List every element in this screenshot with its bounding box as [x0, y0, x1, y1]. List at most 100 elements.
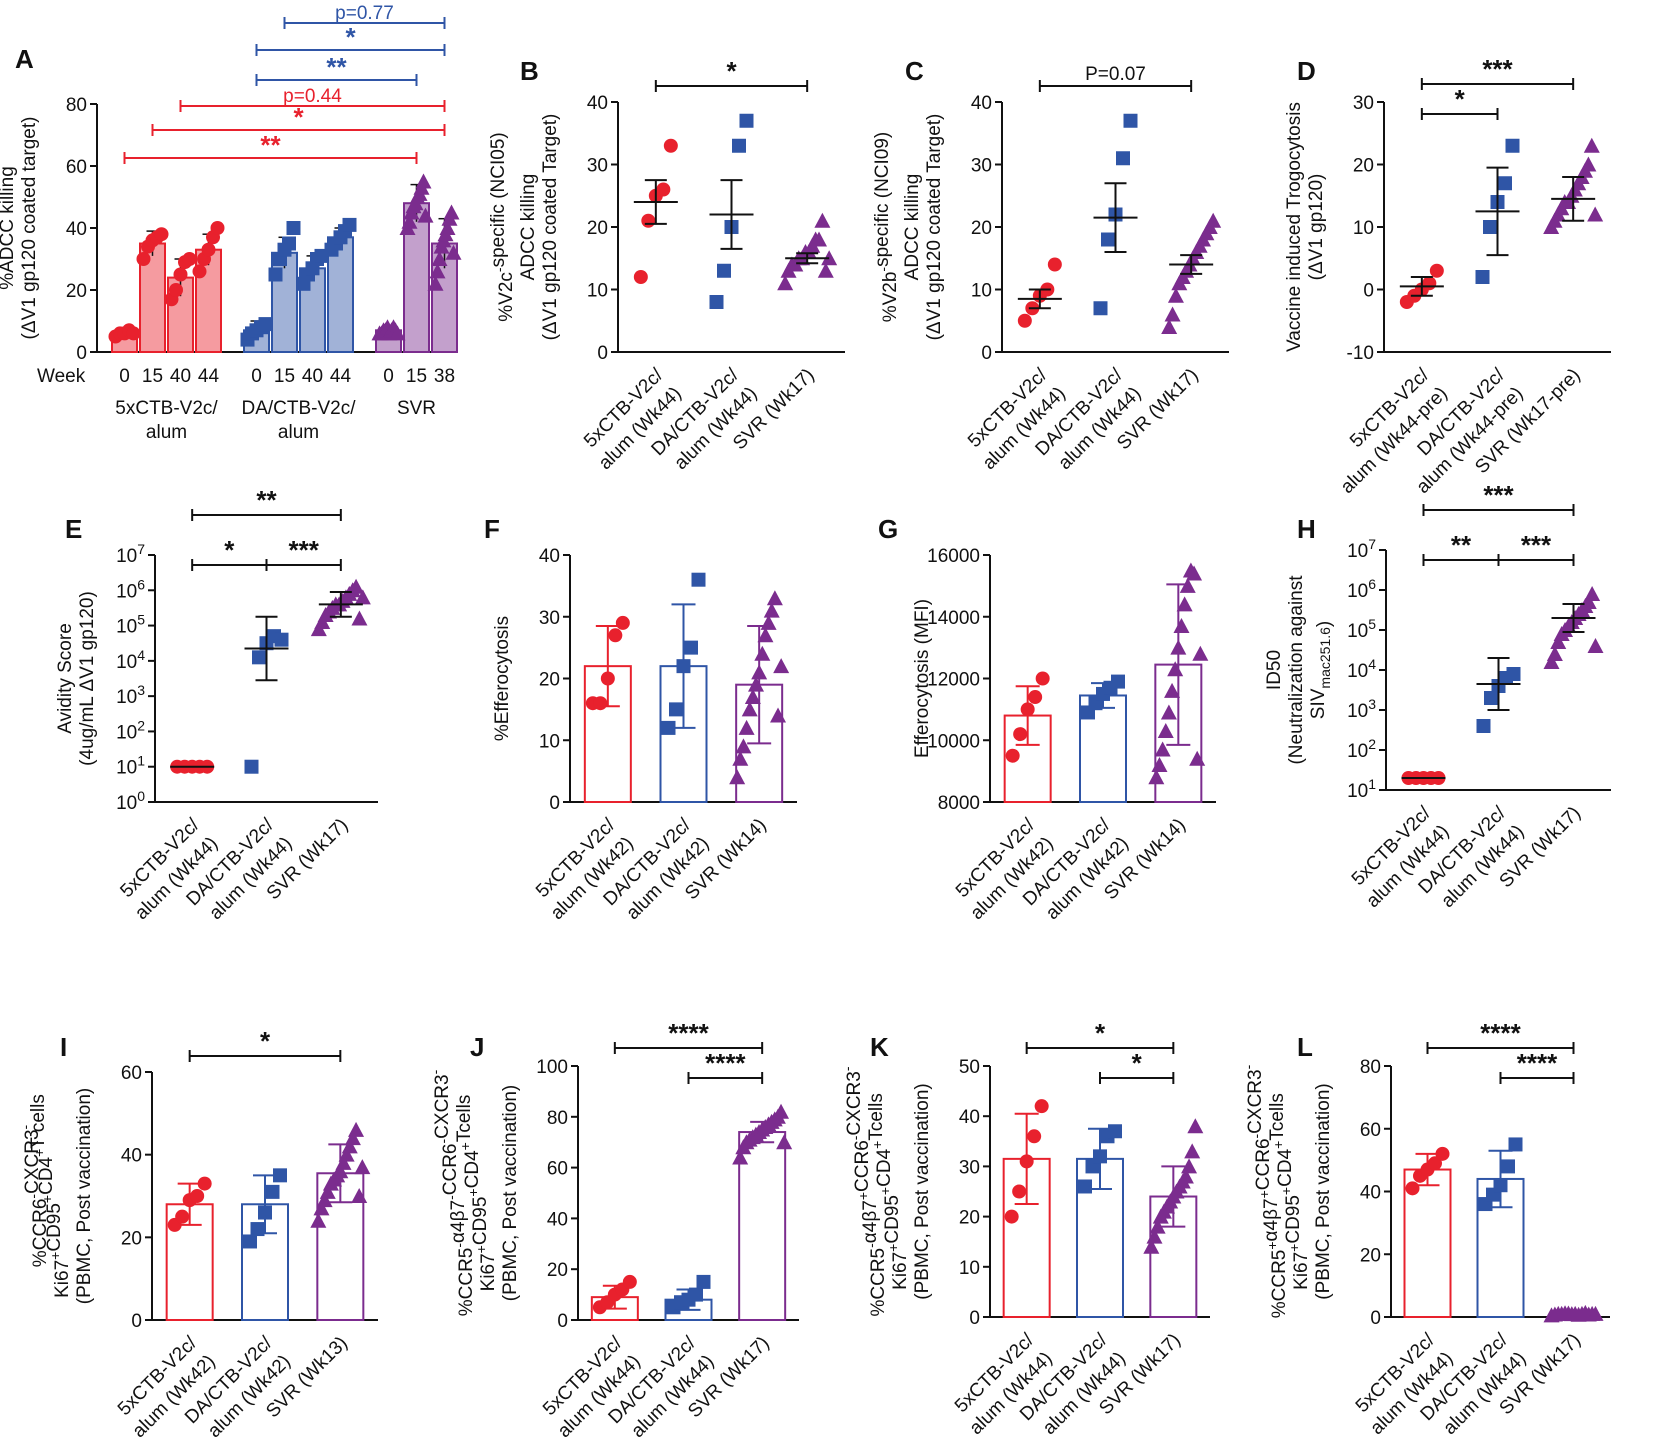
label-part: Ki67 — [890, 1252, 911, 1290]
y-tick-label: 40 — [1360, 1183, 1381, 1204]
label-part: (PBMC, Post vaccination) — [500, 1085, 521, 1301]
y-axis-label: (ΔV1 gp120 coated target) — [19, 117, 40, 340]
data-point — [342, 217, 357, 232]
data-point — [770, 707, 787, 723]
y-tick-label: 10 — [1353, 218, 1374, 239]
data-point — [1101, 232, 1115, 247]
y-tick-label: 0 — [557, 1311, 568, 1332]
data-point — [600, 671, 615, 686]
label-part: Tcells — [866, 1093, 887, 1141]
panel-g: G 8000 10000 12000 14000 16000 Efferocytosis (… — [878, 514, 1216, 924]
tick-base: 10 — [1347, 581, 1368, 602]
tick-base: 10 — [1347, 621, 1368, 642]
data-point — [763, 602, 780, 618]
label-superscript: - — [491, 267, 507, 272]
label-superscript: - — [1240, 1064, 1256, 1069]
group-label: 5xCTB-V2c/ — [115, 398, 218, 419]
data-point — [319, 1183, 336, 1199]
data-point — [286, 221, 301, 235]
data-point — [1505, 138, 1520, 153]
label-part: % — [496, 305, 517, 322]
y-axis-label: %V2b-specific (NCI09) — [872, 132, 901, 323]
y-tick-label: 40 — [547, 1209, 568, 1230]
significance-label: *** — [1483, 480, 1514, 510]
y-tick-label: 40 — [121, 1146, 142, 1167]
label-superscript: - — [839, 1066, 855, 1071]
data-point — [1186, 565, 1203, 581]
tick-base: 10 — [116, 581, 137, 602]
label-part: ADCC killing — [518, 174, 539, 281]
tick-exponent: 5 — [1368, 616, 1376, 632]
y-tick-label: 20 — [959, 1208, 980, 1229]
significance-label: * — [293, 102, 304, 132]
tick-base: 10 — [1347, 741, 1368, 762]
data-point — [1580, 594, 1597, 609]
data-point — [663, 138, 678, 153]
data-point — [689, 1287, 703, 1302]
data-point — [1034, 1099, 1049, 1114]
y-tick-label: 16000 — [927, 546, 980, 567]
label-superscript: + — [31, 1149, 47, 1157]
data-point — [310, 1212, 327, 1228]
label-part: Tcells — [454, 1095, 475, 1143]
week-label: 44 — [330, 366, 352, 387]
data-point — [335, 1154, 352, 1170]
tick-base: 10 — [116, 722, 137, 743]
y-tick-label: 10 — [959, 1258, 980, 1279]
data-point — [354, 1159, 371, 1175]
y-tick-label: 0 — [981, 343, 992, 364]
data-point — [1583, 137, 1600, 153]
tick-exponent: 6 — [137, 576, 145, 592]
label-part: CD95 — [470, 1197, 491, 1246]
label-part: CCR6 — [1253, 1138, 1274, 1190]
data-point — [182, 252, 197, 266]
week-axis-title: Week — [37, 366, 86, 387]
label-part: CXCR3 — [1245, 1069, 1266, 1133]
data-point — [173, 267, 188, 282]
data-point — [608, 628, 623, 643]
data-point — [1543, 654, 1560, 669]
data-point — [1167, 287, 1184, 303]
y-tick-label: 101 — [116, 753, 145, 779]
data-point — [250, 1222, 265, 1237]
y-tick-label: 0 — [597, 343, 608, 364]
data-point — [1205, 212, 1222, 228]
label-part: Ki67 — [478, 1253, 499, 1291]
y-axis-label: ID50 — [1264, 650, 1285, 690]
tick-exponent: 3 — [137, 682, 145, 698]
label-part: % — [880, 305, 901, 322]
y-axis-label: %ADCC killing — [0, 166, 18, 290]
data-point — [1405, 1181, 1420, 1196]
label-part: α4β7 — [860, 1200, 881, 1243]
data-point — [1111, 674, 1125, 689]
data-point — [748, 676, 765, 692]
y-axis-label: Vaccine induced Trogocytosis — [1284, 102, 1305, 352]
data-point — [717, 263, 731, 278]
label-superscript: + — [39, 1195, 55, 1203]
data-point — [1143, 1238, 1160, 1254]
y-tick-label: 101 — [1347, 776, 1376, 802]
data-point — [1164, 306, 1181, 322]
y-axis-label: (ΔV1 gp120 coated Target) — [924, 114, 945, 341]
label-part: % — [30, 1250, 51, 1267]
data-point — [1508, 1137, 1523, 1152]
tick-exponent: 2 — [137, 717, 145, 733]
data-point — [348, 1121, 365, 1137]
data-point — [313, 1200, 330, 1216]
y-tick-label: 103 — [116, 682, 145, 708]
significance-label: * — [726, 56, 737, 86]
tick-base: 10 — [116, 617, 137, 638]
label-part: T cells — [28, 1094, 49, 1149]
data-point — [1028, 690, 1043, 705]
significance-label: p=0.77 — [335, 3, 394, 24]
data-point — [1493, 1178, 1508, 1193]
data-point — [332, 1163, 349, 1179]
data-point — [341, 1138, 358, 1154]
significance-label: * — [1095, 1018, 1106, 1048]
data-point — [709, 295, 724, 309]
y-tick-label: 105 — [116, 612, 145, 638]
data-point — [136, 252, 151, 266]
label-part: CCR5 — [868, 1248, 889, 1300]
data-point — [1187, 1118, 1204, 1134]
significance-label: ** — [256, 485, 277, 515]
